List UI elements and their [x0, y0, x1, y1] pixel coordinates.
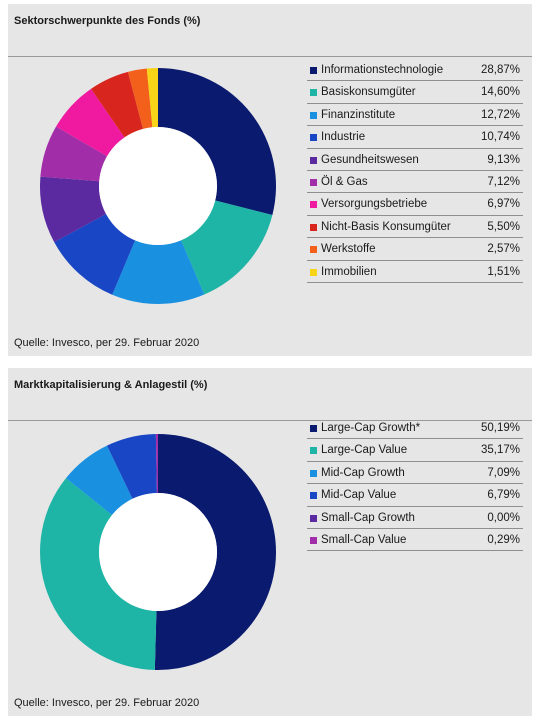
legend-swatch	[310, 536, 317, 544]
donut-slice-informationstechnologie	[158, 68, 276, 215]
legend-swatch	[310, 514, 317, 522]
marketcap-legend: Large-Cap Growth* 50,19% Large-Cap Value 35…	[307, 417, 523, 552]
legend-value: 0,29%	[487, 533, 520, 546]
legend-swatch	[310, 134, 317, 142]
legend-item-large-cap-value: Large-Cap Value 35,17%	[307, 439, 523, 462]
legend-swatch	[310, 89, 317, 97]
legend-label: Nicht-Basis Konsumgüter	[321, 220, 451, 233]
donut-slice-mid-cap-growth	[65, 445, 133, 516]
donut-slice-finanzinstitute	[112, 240, 205, 304]
divider	[8, 420, 532, 421]
donut-hole	[99, 493, 217, 611]
legend-item-large-cap-growth: Large-Cap Growth* 50,19%	[307, 417, 523, 440]
legend-item-mid-cap-value: Mid-Cap Value 6,79%	[307, 484, 523, 507]
legend-value: 6,97%	[487, 198, 520, 211]
legend-value: 9,13%	[487, 153, 520, 166]
donut-hole	[99, 127, 217, 245]
donut-slice-oel-gas	[40, 126, 108, 182]
legend-label: Industrie	[321, 131, 366, 144]
legend-value: 12,72%	[480, 108, 520, 121]
donut-slice-basiskonsumgueter	[181, 200, 273, 295]
donut-slice-industrie	[54, 214, 136, 295]
legend-value: 7,09%	[487, 466, 520, 479]
legend-value: 28,87%	[480, 64, 520, 76]
legend-swatch	[310, 246, 317, 254]
legend-value: 35,17%	[480, 444, 520, 457]
legend-label: Basiskonsumgüter	[321, 86, 416, 99]
legend-label: Werkstoffe	[321, 243, 376, 256]
donut-slice-large-cap-value	[40, 478, 157, 670]
legend-value: 1,51%	[487, 265, 520, 278]
legend-label: Large-Cap Value	[321, 444, 408, 457]
legend-swatch	[310, 156, 317, 164]
sector-panel: Sektorschwerpunkte des Fonds (%) Informa…	[8, 4, 532, 356]
legend-label: Large-Cap Growth*	[321, 422, 421, 434]
donut-slice-large-cap-growth	[154, 434, 277, 670]
legend-swatch	[310, 469, 317, 477]
sector-title: Sektorschwerpunkte des Fonds (%)	[14, 15, 201, 27]
donut-slice-werkstoffe	[128, 68, 153, 129]
legend-value: 10,74%	[480, 131, 520, 144]
marketcap-panel: Marktkapitalisierung & Anlagestil (%) La…	[8, 368, 532, 716]
legend-item-small-cap-value: Small-Cap Value 0,29%	[307, 529, 523, 552]
legend-item-finanzinstitute: Finanzinstitute 12,72%	[307, 104, 523, 127]
legend-value: 50,19%	[480, 422, 520, 434]
donut-slice-nicht-basis-konsumgueter	[91, 71, 144, 138]
donut-slice-gesundheitswesen	[39, 176, 107, 243]
legend-value: 5,50%	[487, 220, 520, 233]
legend-label: Finanzinstitute	[321, 108, 396, 121]
legend-item-mid-cap-growth: Mid-Cap Growth 7,09%	[307, 462, 523, 485]
legend-swatch	[310, 492, 317, 500]
sector-source-note: Quelle: Invesco, per 29. Februar 2020	[14, 337, 200, 349]
legend-swatch	[310, 223, 317, 231]
donut-slice-mid-cap-value	[106, 434, 157, 499]
legend-label: Small-Cap Value	[321, 533, 407, 546]
legend-swatch	[310, 425, 317, 432]
legend-value: 6,79%	[487, 489, 520, 502]
legend-label: Mid-Cap Growth	[321, 466, 405, 479]
legend-label: Small-Cap Growth	[321, 511, 415, 524]
legend-label: Gesundheitswesen	[321, 153, 419, 166]
legend-item-werkstoffe: Werkstoffe 2,57%	[307, 238, 523, 261]
legend-value: 0,00%	[487, 511, 520, 524]
legend-swatch	[310, 268, 317, 276]
legend-item-versorgungsbetriebe: Versorgungsbetriebe 6,97%	[307, 193, 523, 216]
legend-item-industrie: Industrie 10,74%	[307, 126, 523, 149]
legend-label: Immobilien	[321, 265, 377, 278]
sector-legend: Informationstechnologie 28,87% Basiskonsum…	[307, 59, 523, 283]
legend-label: Informationstechnologie	[321, 64, 444, 76]
legend-swatch	[310, 111, 317, 119]
legend-label: Öl & Gas	[321, 175, 368, 188]
sector-donut-chart	[39, 68, 276, 304]
legend-value: 14,60%	[480, 86, 520, 99]
legend-label: Versorgungsbetriebe	[321, 198, 428, 211]
legend-swatch	[310, 67, 317, 74]
legend-item-small-cap-growth: Small-Cap Growth 0,00%	[307, 507, 523, 529]
donut-slice-small-cap-value	[155, 434, 158, 494]
legend-swatch	[310, 201, 317, 209]
divider	[8, 56, 532, 57]
legend-item-basiskonsumgueter: Basiskonsumgüter 14,60%	[307, 81, 523, 104]
donut-slice-immobilien	[146, 68, 158, 128]
legend-item-gesundheitswesen: Gesundheitswesen 9,13%	[307, 149, 523, 171]
legend-swatch	[310, 178, 317, 186]
legend-value: 7,12%	[487, 175, 520, 188]
legend-value: 2,57%	[487, 243, 520, 256]
legend-swatch	[310, 447, 317, 455]
legend-item-informationstechnologie: Informationstechnologie 28,87%	[307, 59, 523, 82]
legend-label: Mid-Cap Value	[321, 489, 397, 502]
legend-item-immobilien: Immobilien 1,51%	[307, 261, 523, 283]
donut-slice-versorgungsbetriebe	[56, 88, 125, 157]
legend-item-nicht-basis-konsumgueter: Nicht-Basis Konsumgüter 5,50%	[307, 216, 523, 239]
marketcap-source-note: Quelle: Invesco, per 29. Februar 2020	[14, 697, 200, 709]
marketcap-donut-chart	[40, 434, 277, 670]
legend-item-oel-gas: Öl & Gas 7,12%	[307, 171, 523, 194]
marketcap-title: Marktkapitalisierung & Anlagestil (%)	[14, 379, 208, 391]
